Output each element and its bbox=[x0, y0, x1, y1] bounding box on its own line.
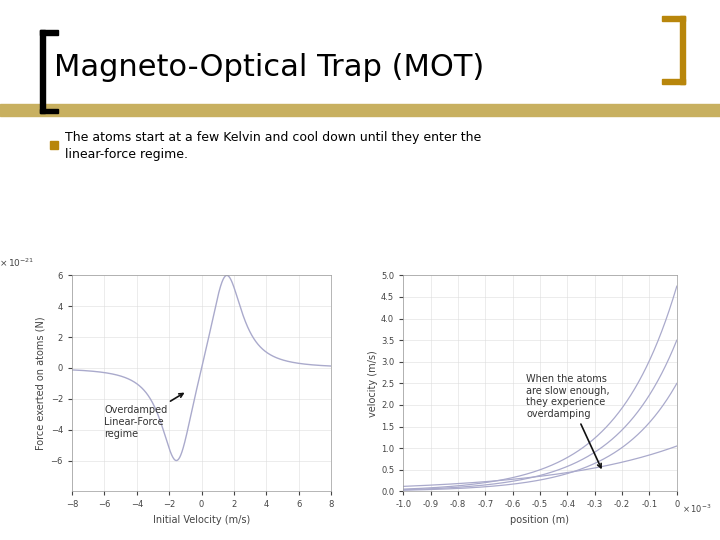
Bar bbox=[40, 30, 58, 35]
X-axis label: Initial Velocity (m/s): Initial Velocity (m/s) bbox=[153, 515, 251, 525]
Y-axis label: velocity (m/s): velocity (m/s) bbox=[368, 350, 378, 417]
Bar bbox=[662, 79, 685, 84]
Bar bbox=[662, 16, 685, 21]
Bar bbox=[40, 30, 45, 113]
X-axis label: position (m): position (m) bbox=[510, 515, 570, 525]
Bar bbox=[680, 16, 685, 84]
Text: Overdamped
Linear-Force
regime: Overdamped Linear-Force regime bbox=[104, 394, 183, 438]
Text: Magneto-Optical Trap (MOT): Magneto-Optical Trap (MOT) bbox=[54, 53, 485, 82]
Bar bbox=[0, 104, 720, 116]
Bar bbox=[50, 141, 58, 149]
Text: $\times\,10^{-3}$: $\times\,10^{-3}$ bbox=[683, 503, 711, 515]
Y-axis label: Force exerted on atoms (N): Force exerted on atoms (N) bbox=[35, 316, 45, 450]
Text: The atoms start at a few Kelvin and cool down until they enter the
linear-force : The atoms start at a few Kelvin and cool… bbox=[65, 131, 481, 161]
Text: $\times\,10^{-21}$: $\times\,10^{-21}$ bbox=[0, 256, 35, 269]
Bar bbox=[40, 109, 58, 113]
Text: When the atoms
are slow enough,
they experience
overdamping: When the atoms are slow enough, they exp… bbox=[526, 374, 610, 468]
